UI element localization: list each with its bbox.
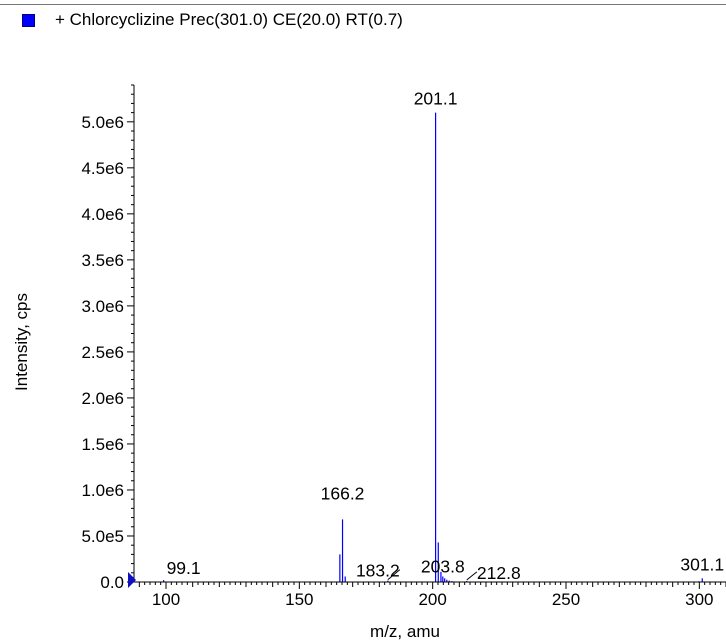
peak-labels: 99.1 166.2 183.2 201.1 203.8 212.8 301.1	[167, 89, 725, 583]
peak-label: 203.8	[421, 556, 465, 576]
y-tick-label: 2.5e6	[81, 343, 124, 362]
y-tick-label: 3.5e6	[81, 251, 124, 270]
y-tick-label: 5.0e6	[81, 113, 124, 132]
y-axis-ticks: 0.0 5.0e5 1.0e6 1.5e6 2.0e6 2.5e6 3.0e6 3.5e6 4.…	[81, 84, 134, 592]
peak-label: 301.1	[680, 554, 724, 574]
peak-label: 166.2	[321, 483, 365, 503]
x-tick-label: 100	[152, 590, 180, 609]
y-tick-label: 0.0	[100, 573, 124, 592]
peak-label: 212.8	[477, 563, 521, 583]
y-tick-label: 1.5e6	[81, 435, 124, 454]
peak-label: 99.1	[167, 558, 201, 578]
legend: + Chlorcyclizine Prec(301.0) CE(20.0) RT…	[22, 10, 403, 30]
x-axis-ticks: 100 150 200 250 300	[138, 582, 726, 609]
x-axis-title: m/z, amu	[370, 622, 440, 641]
peak-label: 201.1	[414, 89, 458, 109]
peak-bars	[163, 112, 703, 582]
legend-swatch[interactable]	[22, 13, 35, 27]
label-leaders	[387, 569, 478, 581]
y-tick-label: 3.0e6	[81, 297, 124, 316]
y-axis-title: Intensity, cps	[12, 293, 31, 391]
x-tick-label: 150	[285, 590, 313, 609]
y-tick-label: 4.0e6	[81, 205, 124, 224]
label-leader-line	[466, 571, 478, 581]
x-tick-label: 200	[418, 590, 446, 609]
top-divider	[0, 4, 726, 5]
y-tick-label: 4.5e6	[81, 159, 124, 178]
label-leader-line	[387, 569, 401, 581]
axes	[133, 85, 726, 583]
x-tick-label: 250	[552, 590, 580, 609]
y-tick-label: 2.0e6	[81, 389, 124, 408]
y-tick-label: 5.0e5	[81, 527, 124, 546]
peak-label: 183.2	[356, 561, 400, 581]
legend-label: + Chlorcyclizine Prec(301.0) CE(20.0) RT…	[55, 10, 403, 29]
zoom-marker-icon[interactable]	[128, 572, 136, 588]
y-tick-label: 1.0e6	[81, 481, 124, 500]
x-tick-label: 300	[685, 590, 713, 609]
